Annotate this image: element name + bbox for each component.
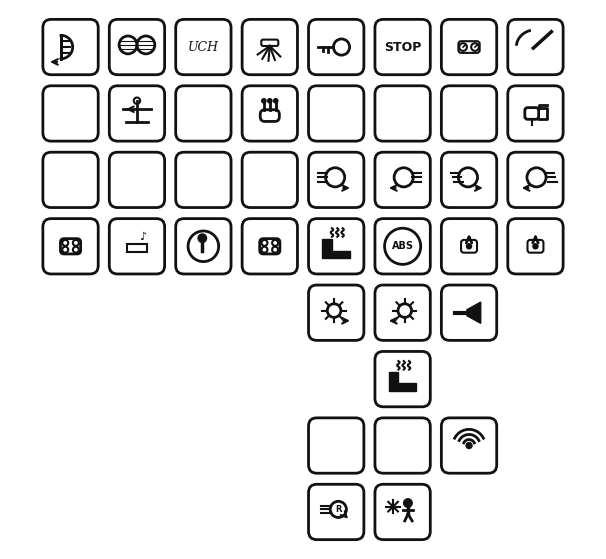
Circle shape (404, 499, 412, 507)
Circle shape (274, 99, 278, 103)
FancyBboxPatch shape (441, 152, 497, 207)
FancyBboxPatch shape (43, 86, 98, 141)
FancyBboxPatch shape (242, 219, 298, 274)
FancyBboxPatch shape (242, 86, 298, 141)
Polygon shape (322, 239, 332, 250)
FancyBboxPatch shape (176, 86, 231, 141)
FancyBboxPatch shape (308, 285, 364, 340)
FancyBboxPatch shape (375, 285, 430, 340)
FancyBboxPatch shape (441, 20, 497, 75)
Circle shape (268, 99, 272, 103)
FancyBboxPatch shape (308, 418, 364, 473)
Polygon shape (389, 372, 398, 383)
FancyBboxPatch shape (308, 20, 364, 75)
FancyBboxPatch shape (109, 219, 165, 274)
FancyBboxPatch shape (441, 418, 497, 473)
FancyBboxPatch shape (109, 152, 165, 207)
FancyBboxPatch shape (375, 484, 430, 539)
Text: ♪: ♪ (139, 232, 146, 241)
Text: R: R (335, 505, 342, 514)
FancyBboxPatch shape (43, 152, 98, 207)
FancyBboxPatch shape (308, 484, 364, 539)
FancyBboxPatch shape (375, 86, 430, 141)
FancyBboxPatch shape (441, 285, 497, 340)
Circle shape (466, 443, 472, 448)
FancyBboxPatch shape (375, 352, 430, 407)
Text: ABS: ABS (391, 241, 414, 252)
FancyBboxPatch shape (441, 86, 497, 141)
FancyBboxPatch shape (441, 219, 497, 274)
FancyBboxPatch shape (242, 20, 298, 75)
FancyBboxPatch shape (176, 20, 231, 75)
Text: UCH: UCH (188, 41, 219, 54)
Circle shape (262, 99, 266, 103)
FancyBboxPatch shape (43, 20, 98, 75)
FancyBboxPatch shape (308, 86, 364, 141)
Polygon shape (467, 302, 481, 323)
FancyBboxPatch shape (375, 20, 430, 75)
Polygon shape (322, 250, 350, 258)
FancyBboxPatch shape (508, 152, 563, 207)
FancyBboxPatch shape (375, 152, 430, 207)
FancyBboxPatch shape (109, 86, 165, 141)
FancyBboxPatch shape (375, 418, 430, 473)
Polygon shape (389, 383, 416, 391)
Circle shape (533, 244, 538, 249)
Circle shape (198, 234, 207, 243)
FancyBboxPatch shape (176, 219, 231, 274)
FancyBboxPatch shape (308, 152, 364, 207)
FancyBboxPatch shape (176, 152, 231, 207)
Circle shape (467, 244, 471, 249)
FancyBboxPatch shape (242, 152, 298, 207)
Text: STOP: STOP (384, 41, 421, 54)
FancyBboxPatch shape (375, 219, 430, 274)
FancyBboxPatch shape (508, 219, 563, 274)
FancyBboxPatch shape (109, 20, 165, 75)
FancyBboxPatch shape (508, 86, 563, 141)
FancyBboxPatch shape (508, 20, 563, 75)
FancyBboxPatch shape (308, 219, 364, 274)
FancyBboxPatch shape (43, 219, 98, 274)
